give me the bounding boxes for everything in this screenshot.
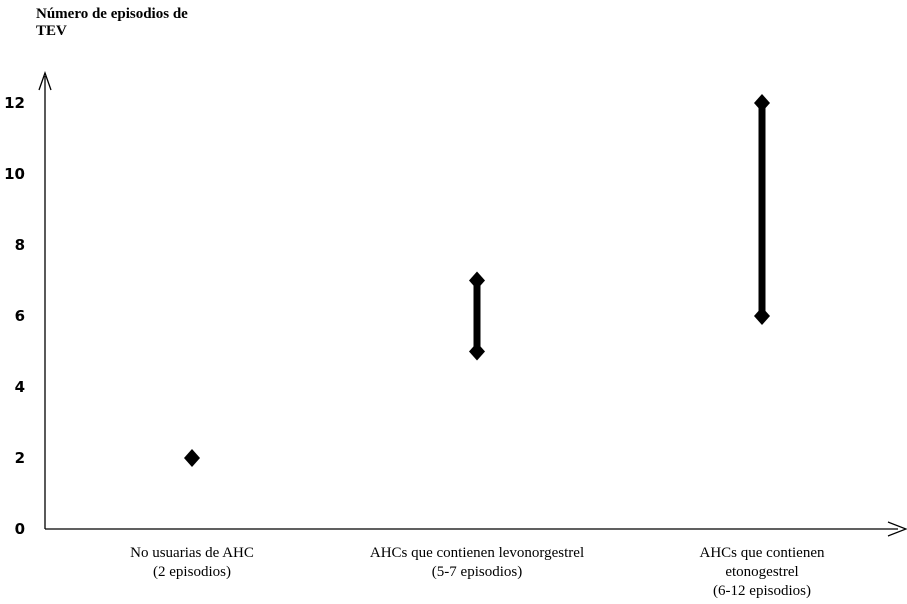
category-label-line: (5-7 episodios)	[432, 564, 522, 580]
category-label-line: AHCs que contienen levonorgestrel	[370, 545, 584, 561]
category-label-line: (6-12 episodios)	[713, 583, 811, 599]
y-tick-label: 6	[15, 307, 25, 325]
y-tick-label: 10	[4, 165, 25, 183]
point-marker	[184, 449, 200, 467]
category-label-line: (2 episodios)	[153, 564, 231, 580]
category-label-line: etonogestrel	[725, 564, 798, 580]
range-low-marker	[754, 307, 770, 325]
category-label-line: AHCs que contienen	[700, 545, 825, 561]
y-tick-label: 12	[4, 94, 25, 112]
category-label-line: No usuarias de AHC	[130, 545, 254, 561]
y-axis-title: Número de episodios de TEV	[36, 6, 188, 40]
x-axis-arrow	[887, 521, 907, 537]
y-tick-label: 8	[15, 236, 25, 254]
y-tick-label: 4	[15, 378, 25, 396]
range-high-marker	[754, 94, 770, 112]
y-axis-title-line-2: TEV	[36, 23, 67, 39]
range-low-marker	[469, 342, 485, 361]
y-axis-arrow	[38, 71, 52, 91]
y-tick-label: 0	[15, 520, 25, 538]
range-high-marker	[469, 271, 485, 290]
y-tick-label: 2	[15, 449, 25, 467]
y-axis-title-line-1: Número de episodios de	[36, 6, 188, 22]
